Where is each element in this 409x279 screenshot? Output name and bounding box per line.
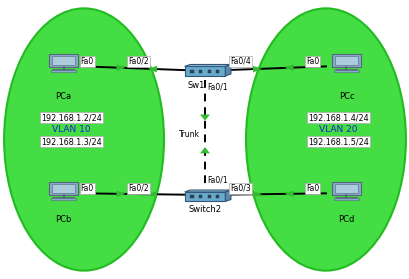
FancyBboxPatch shape: [184, 66, 225, 76]
FancyBboxPatch shape: [190, 70, 193, 73]
Polygon shape: [252, 66, 261, 73]
Text: VLAN 20: VLAN 20: [318, 125, 357, 134]
Text: Fa0/4: Fa0/4: [230, 57, 250, 66]
Text: 192.168.1.5/24: 192.168.1.5/24: [307, 137, 368, 146]
Polygon shape: [200, 147, 209, 153]
FancyBboxPatch shape: [207, 195, 210, 198]
Text: Fa0/1: Fa0/1: [207, 83, 227, 92]
FancyBboxPatch shape: [331, 54, 360, 67]
FancyBboxPatch shape: [190, 195, 193, 198]
FancyBboxPatch shape: [52, 56, 75, 65]
Polygon shape: [284, 64, 293, 71]
Text: PCb: PCb: [55, 215, 72, 223]
Polygon shape: [148, 66, 157, 73]
FancyBboxPatch shape: [333, 198, 358, 200]
Text: 192.168.1.2/24: 192.168.1.2/24: [41, 113, 102, 122]
Text: PCc: PCc: [338, 92, 353, 101]
Polygon shape: [116, 64, 125, 71]
Text: Fa0: Fa0: [81, 57, 94, 66]
Text: Fa0: Fa0: [81, 184, 94, 193]
Text: Fa0/2: Fa0/2: [128, 57, 148, 66]
Polygon shape: [225, 64, 230, 76]
Text: Fa0/2: Fa0/2: [128, 184, 148, 193]
FancyBboxPatch shape: [49, 54, 78, 67]
Text: 192.168.1.3/24: 192.168.1.3/24: [41, 137, 102, 146]
Text: Fa0: Fa0: [305, 57, 318, 66]
FancyBboxPatch shape: [198, 70, 202, 73]
Text: Fa0/3: Fa0/3: [230, 184, 250, 193]
FancyBboxPatch shape: [334, 184, 357, 193]
FancyBboxPatch shape: [216, 195, 218, 198]
Ellipse shape: [4, 8, 164, 271]
Polygon shape: [148, 191, 157, 198]
Polygon shape: [184, 190, 230, 192]
FancyBboxPatch shape: [51, 198, 76, 200]
FancyBboxPatch shape: [49, 182, 78, 195]
Text: VLAN 10: VLAN 10: [52, 125, 91, 134]
Text: 192.168.1.4/24: 192.168.1.4/24: [307, 113, 368, 122]
Polygon shape: [184, 64, 230, 66]
FancyBboxPatch shape: [51, 70, 76, 72]
Polygon shape: [225, 190, 230, 201]
FancyBboxPatch shape: [52, 184, 75, 193]
Polygon shape: [284, 191, 293, 197]
FancyBboxPatch shape: [216, 70, 218, 73]
Polygon shape: [200, 114, 209, 121]
Text: Sw1: Sw1: [187, 81, 204, 90]
Text: Trunk: Trunk: [179, 130, 200, 139]
FancyBboxPatch shape: [331, 182, 360, 195]
Text: PCa: PCa: [55, 92, 72, 101]
FancyBboxPatch shape: [207, 70, 210, 73]
FancyBboxPatch shape: [198, 195, 202, 198]
FancyBboxPatch shape: [334, 56, 357, 65]
Polygon shape: [116, 191, 125, 197]
FancyBboxPatch shape: [333, 70, 358, 72]
Text: Fa0: Fa0: [305, 184, 318, 193]
Text: Fa0/1: Fa0/1: [207, 175, 227, 184]
FancyBboxPatch shape: [184, 192, 225, 201]
Text: Switch2: Switch2: [188, 205, 221, 214]
Text: PCd: PCd: [337, 215, 354, 223]
Ellipse shape: [245, 8, 405, 271]
Polygon shape: [252, 191, 261, 198]
